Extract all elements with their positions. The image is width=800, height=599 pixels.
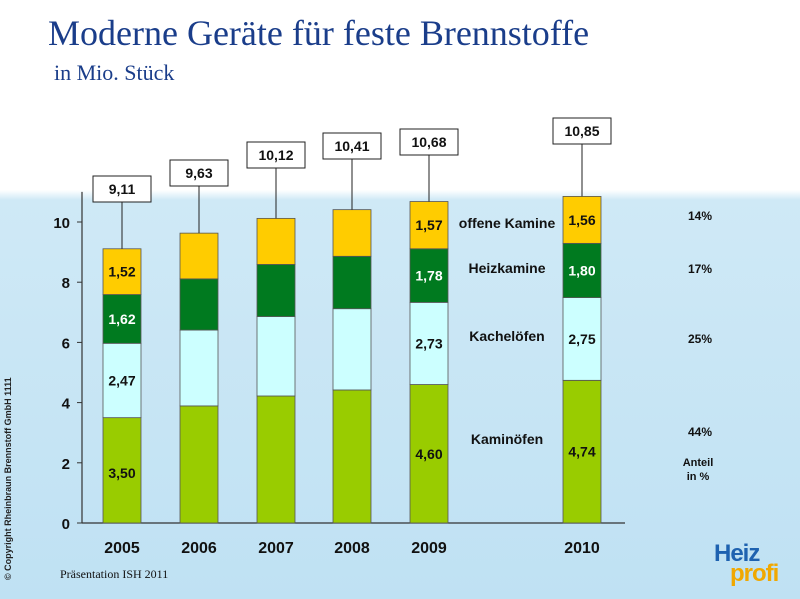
- y-tick-label: 10: [53, 215, 70, 232]
- bar-segment: [562, 297, 602, 381]
- bar-segment: [102, 248, 142, 295]
- data-label: 1,80: [568, 262, 595, 278]
- x-tick-label: 2009: [411, 540, 447, 557]
- bar-segment: [562, 242, 602, 298]
- data-label: 1,52: [108, 264, 135, 280]
- bar-segment: [409, 248, 449, 303]
- series-label: Heizkamine: [468, 260, 545, 276]
- chart-subtitle: in Mio. Stück: [54, 60, 175, 85]
- bar-segment: [179, 329, 219, 407]
- bar-segment: [102, 417, 142, 524]
- share-label: 14%: [688, 209, 712, 223]
- share-caption: in %: [687, 471, 710, 483]
- chart-title: Moderne Geräte für feste Brennstoffe: [48, 13, 590, 53]
- bar-segment: [562, 196, 602, 244]
- copyright-note: © Copyright Rheinbraun Brennstoff GmbH 1…: [3, 377, 13, 580]
- bar-segment: [562, 379, 602, 524]
- total-label: 10,12: [258, 147, 293, 163]
- total-label: 10,85: [564, 123, 599, 139]
- bar-segment: [332, 308, 372, 391]
- y-tick-label: 4: [62, 396, 71, 413]
- series-label: offene Kamine: [459, 215, 556, 231]
- presentation-note: Präsentation ISH 2011: [60, 567, 169, 581]
- bar-segment: [179, 232, 219, 280]
- y-tick-label: 6: [62, 335, 70, 352]
- logo-text-profi: profi: [730, 560, 779, 587]
- data-label: 4,74: [568, 444, 595, 460]
- bar-segment: [256, 395, 296, 524]
- series-label: Kachelöfen: [469, 328, 544, 344]
- share-caption: Anteil: [683, 457, 714, 469]
- x-tick-label: 2006: [181, 540, 217, 557]
- total-box: [92, 175, 152, 203]
- bar-segment: [102, 294, 142, 344]
- share-label: 25%: [688, 332, 712, 346]
- total-label: 10,68: [411, 134, 446, 150]
- share-label: 17%: [688, 262, 712, 276]
- data-label: 3,50: [108, 465, 135, 481]
- total-box: [399, 128, 459, 156]
- bar-segment: [409, 301, 449, 385]
- total-label: 9,11: [109, 181, 136, 197]
- data-label: 2,73: [415, 335, 442, 351]
- total-label: 9,63: [185, 165, 212, 181]
- bar-segment: [256, 316, 296, 397]
- total-box: [322, 132, 382, 160]
- y-tick-label: 0: [62, 516, 70, 533]
- data-label: 2,75: [568, 331, 595, 347]
- y-tick-label: 8: [62, 275, 70, 292]
- x-tick-label: 2010: [564, 540, 600, 557]
- bar-segment: [332, 255, 372, 310]
- logo-text-heiz: Heiz: [714, 540, 760, 567]
- bar-segment: [179, 405, 219, 524]
- bar-segment: [256, 264, 296, 317]
- data-label: 1,78: [415, 268, 442, 284]
- data-label: 1,57: [415, 217, 442, 233]
- x-tick-label: 2007: [258, 540, 294, 557]
- x-tick-label: 2008: [334, 540, 370, 557]
- bar-segment: [409, 201, 449, 250]
- x-tick-label: 2005: [104, 540, 140, 557]
- bar-segment: [179, 278, 219, 331]
- bar-segment: [409, 384, 449, 524]
- data-label: 1,62: [108, 311, 135, 327]
- y-tick-label: 2: [62, 456, 70, 473]
- total-box: [246, 141, 306, 169]
- bar-segment: [332, 209, 372, 257]
- bar-segment: [256, 217, 296, 265]
- total-box: [169, 159, 229, 187]
- series-label: Kaminöfen: [471, 431, 543, 447]
- total-label: 10,41: [334, 138, 369, 154]
- data-label: 1,56: [568, 212, 595, 228]
- data-label: 4,60: [415, 446, 442, 462]
- bar-segment: [332, 389, 372, 524]
- bar-segment: [102, 342, 142, 419]
- share-label: 44%: [688, 425, 712, 439]
- heizprofi-logo: Heiz profi: [710, 540, 790, 590]
- total-box: [552, 117, 612, 145]
- data-label: 2,47: [108, 372, 135, 388]
